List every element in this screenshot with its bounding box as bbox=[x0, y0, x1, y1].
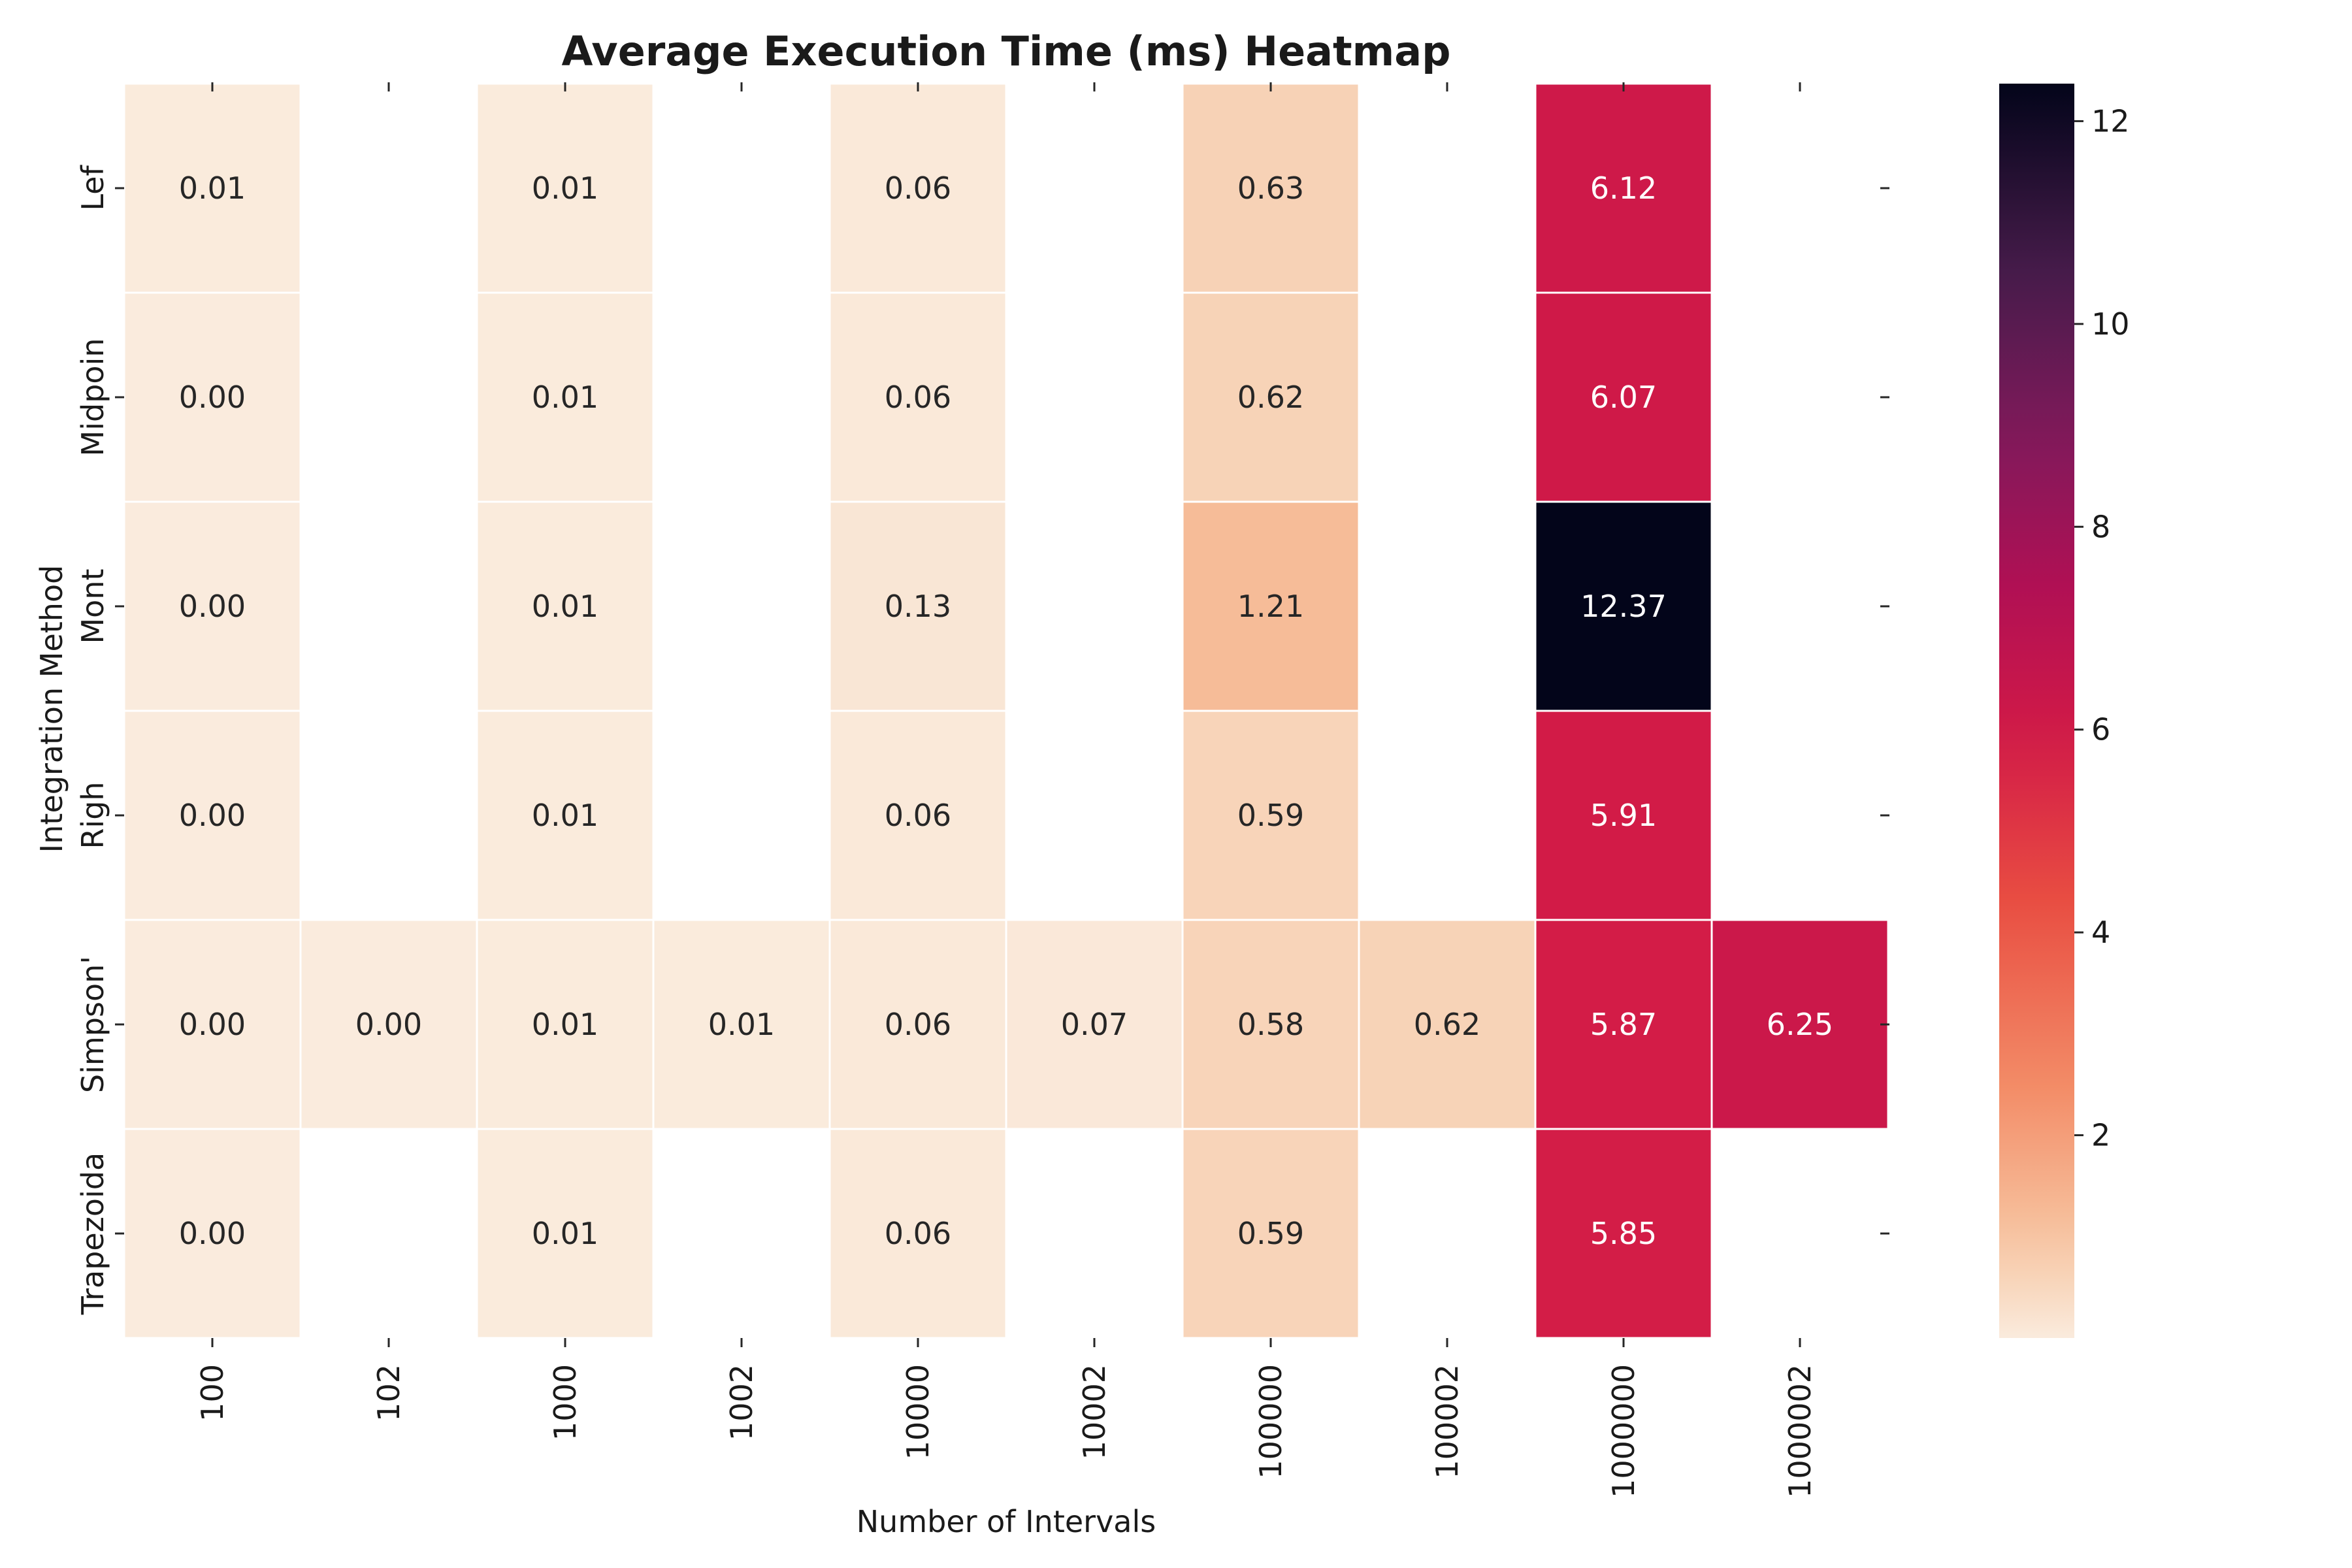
heatmap-cell bbox=[123, 1128, 302, 1339]
heatmap-cell bbox=[123, 291, 302, 503]
cell-value-label: 0.00 bbox=[179, 589, 246, 624]
cell-value-label: 12.37 bbox=[1580, 589, 1667, 624]
x-axis: 100 102 1000 1002 10000 10002 100000 100002 1000… bbox=[195, 82, 1818, 1498]
colorbar-tick-label: 12 bbox=[2091, 103, 2130, 139]
cell-value-label: 0.06 bbox=[885, 1007, 951, 1042]
y-tick-label: Midpoin bbox=[75, 338, 110, 457]
cell-value-label: 0.07 bbox=[1061, 1007, 1128, 1042]
colorbar-tick-label: 2 bbox=[2091, 1118, 2110, 1153]
heatmap-cell bbox=[1534, 1128, 1713, 1339]
y-tick-label: Simpson' bbox=[75, 956, 110, 1093]
heatmap-cell bbox=[1181, 919, 1360, 1130]
x-tick-label: 10000 bbox=[900, 1364, 936, 1460]
x-tick-label: 10002 bbox=[1077, 1364, 1112, 1460]
cell-value-label: 0.59 bbox=[1237, 1216, 1304, 1251]
cell-value-label: 0.01 bbox=[532, 589, 598, 624]
y-tick-label: Righ bbox=[75, 781, 110, 849]
cell-value-label: 5.91 bbox=[1590, 798, 1657, 833]
cell-value-label: 6.25 bbox=[1767, 1007, 1833, 1042]
cell-value-label: 0.06 bbox=[885, 798, 951, 833]
heatmap-cell bbox=[1181, 710, 1360, 921]
heatmap-cell bbox=[123, 500, 302, 712]
colorbar-tick-label: 10 bbox=[2091, 306, 2130, 342]
heatmap-cell bbox=[476, 82, 655, 294]
heatmap-cell bbox=[828, 500, 1007, 712]
cell-value-label: 0.62 bbox=[1237, 380, 1304, 415]
heatmap-cell bbox=[123, 82, 302, 294]
heatmap-cell bbox=[1534, 919, 1713, 1130]
cell-value-label: 0.62 bbox=[1414, 1007, 1480, 1042]
heatmap-cell bbox=[1181, 500, 1360, 712]
heatmap-cell bbox=[476, 500, 655, 712]
x-tick-label: 1000002 bbox=[1782, 1364, 1818, 1498]
cell-value-label: 0.00 bbox=[179, 1007, 246, 1042]
heatmap-cell bbox=[1534, 710, 1713, 921]
heatmap-cell bbox=[1534, 82, 1713, 294]
colorbar-tick-label: 4 bbox=[2091, 915, 2110, 950]
x-tick-label: 1000000 bbox=[1606, 1364, 1641, 1498]
heatmap-cell bbox=[299, 919, 478, 1130]
cell-value-label: 5.85 bbox=[1590, 1216, 1657, 1251]
cell-value-label: 0.13 bbox=[885, 589, 951, 624]
cell-value-label: 6.12 bbox=[1590, 171, 1657, 206]
heatmap-cell bbox=[1181, 82, 1360, 294]
heatmap-cell bbox=[828, 291, 1007, 503]
cell-value-label: 0.01 bbox=[179, 171, 246, 206]
cell-value-label: 0.06 bbox=[885, 380, 951, 415]
colorbar-gradient bbox=[1999, 84, 2074, 1338]
x-tick-label: 100002 bbox=[1429, 1364, 1465, 1479]
heatmap-cell bbox=[828, 710, 1007, 921]
y-axis-label: Integration Method bbox=[34, 565, 69, 853]
cell-value-label: 0.01 bbox=[532, 171, 598, 206]
heatmap-cell bbox=[828, 1128, 1007, 1339]
colorbar-tick-label: 6 bbox=[2091, 712, 2110, 747]
cell-value-label: 0.01 bbox=[532, 1007, 598, 1042]
heatmap-cells bbox=[123, 82, 1889, 1339]
cell-value-label: 0.00 bbox=[179, 798, 246, 833]
heatmap-cell bbox=[476, 710, 655, 921]
cell-value-label: 5.87 bbox=[1590, 1007, 1657, 1042]
cell-value-label: 0.06 bbox=[885, 1216, 951, 1251]
cell-value-label: 0.63 bbox=[1237, 171, 1304, 206]
cell-annotations: 0.01 0.01 0.06 0.63 6.12 0.00 0.01 0.06 0.62 6.07… bbox=[179, 171, 1833, 1251]
colorbar-tick-label: 8 bbox=[2091, 509, 2110, 544]
heatmap-cell bbox=[1534, 500, 1713, 712]
cell-value-label: 0.00 bbox=[179, 1216, 246, 1251]
x-axis-label: Number of Intervals bbox=[857, 1504, 1156, 1539]
cell-value-label: 0.01 bbox=[532, 798, 598, 833]
heatmap-cell bbox=[123, 919, 302, 1130]
chart-title: Average Execution Time (ms) Heatmap bbox=[562, 27, 1451, 75]
cell-value-label: 0.00 bbox=[355, 1007, 422, 1042]
y-tick-label: Trapezoida bbox=[75, 1152, 110, 1315]
x-tick-label: 100000 bbox=[1253, 1364, 1288, 1479]
x-tick-label: 1002 bbox=[724, 1364, 759, 1441]
cell-value-label: 0.01 bbox=[532, 1216, 598, 1251]
cell-value-label: 0.01 bbox=[708, 1007, 775, 1042]
cell-value-label: 0.59 bbox=[1237, 798, 1304, 833]
x-tick-label: 100 bbox=[195, 1364, 230, 1422]
y-tick-label: Mont bbox=[75, 568, 110, 644]
heatmap-cell bbox=[1358, 919, 1537, 1130]
cell-value-label: 0.06 bbox=[885, 171, 951, 206]
cell-value-label: 6.07 bbox=[1590, 380, 1657, 415]
heatmap-cell bbox=[828, 919, 1007, 1130]
x-tick-label: 1000 bbox=[547, 1364, 583, 1441]
colorbar: 2 4 6 8 10 12 bbox=[1999, 84, 2130, 1338]
cell-value-label: 0.01 bbox=[532, 380, 598, 415]
cell-value-label: 0.58 bbox=[1237, 1007, 1304, 1042]
x-tick-label: 102 bbox=[371, 1364, 406, 1422]
heatmap-cell bbox=[1534, 291, 1713, 503]
cell-value-label: 0.00 bbox=[179, 380, 246, 415]
y-axis: Lef Midpoin Mont Righ Simpson' Trapezoida bbox=[75, 165, 1889, 1315]
y-tick-label: Lef bbox=[75, 165, 110, 211]
cell-value-label: 1.21 bbox=[1237, 589, 1304, 624]
heatmap-cell bbox=[476, 919, 655, 1130]
